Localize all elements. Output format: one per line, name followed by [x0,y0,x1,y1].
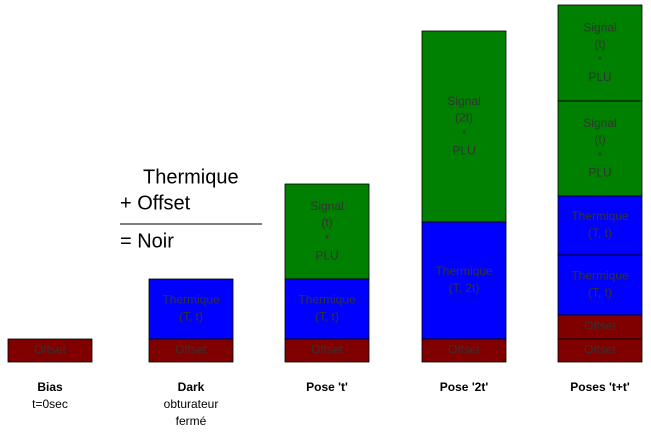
block [557,4,643,102]
block-label: (t) [594,132,605,146]
block [148,338,234,363]
caption: obturateur [164,397,219,411]
block-label: * [598,53,603,67]
block-label: (T, t) [588,286,612,300]
caption: fermé [176,414,207,428]
block [557,338,643,363]
caption: Pose '2t' [440,380,489,394]
block-label: (T, t) [588,226,612,240]
block-label: Signal [310,199,343,213]
block-label: (t) [594,37,605,51]
block-label: Offset [175,343,207,357]
block [557,254,643,316]
block-label: Thermique [298,293,356,307]
caption: Bias [37,380,63,394]
block [557,100,643,197]
block-label: * [462,127,467,141]
block-label: PLU [315,248,338,262]
block-label: Thermique [162,293,220,307]
legend-line: = Noir [120,230,174,252]
block-label: Offset [584,343,616,357]
block-label: Signal [447,94,480,108]
block-label: Thermique [571,269,629,283]
caption: Poses 't+t' [570,380,630,394]
block [284,183,370,280]
legend-line: + Offset [120,192,191,214]
block-label: Offset [311,343,343,357]
block-label: PLU [588,165,611,179]
block [421,221,507,340]
block [284,338,370,363]
block-label: (T, 2t) [449,281,480,295]
caption: t=0sec [32,397,68,411]
block-label: Thermique [435,264,493,278]
block-label: Offset [34,343,66,357]
block [557,314,643,340]
block-label: Signal [583,20,616,34]
block-label: Offset [448,343,480,357]
block-label: Offset [584,319,616,333]
block [7,338,93,363]
block-label: (t) [321,215,332,229]
caption: Pose 't' [306,380,348,394]
block-label: Thermique [571,209,629,223]
block-label: (T, t) [179,310,203,324]
block-label: * [325,232,330,246]
block [421,338,507,363]
block-label: (2t) [455,110,473,124]
block-label: (T, t) [315,310,339,324]
block-label: PLU [588,70,611,84]
block-label: PLU [452,143,475,157]
block [421,30,507,223]
block-label: * [598,149,603,163]
block-label: Signal [583,116,616,130]
legend-line: Thermique [143,166,239,188]
caption: Dark [178,380,205,394]
